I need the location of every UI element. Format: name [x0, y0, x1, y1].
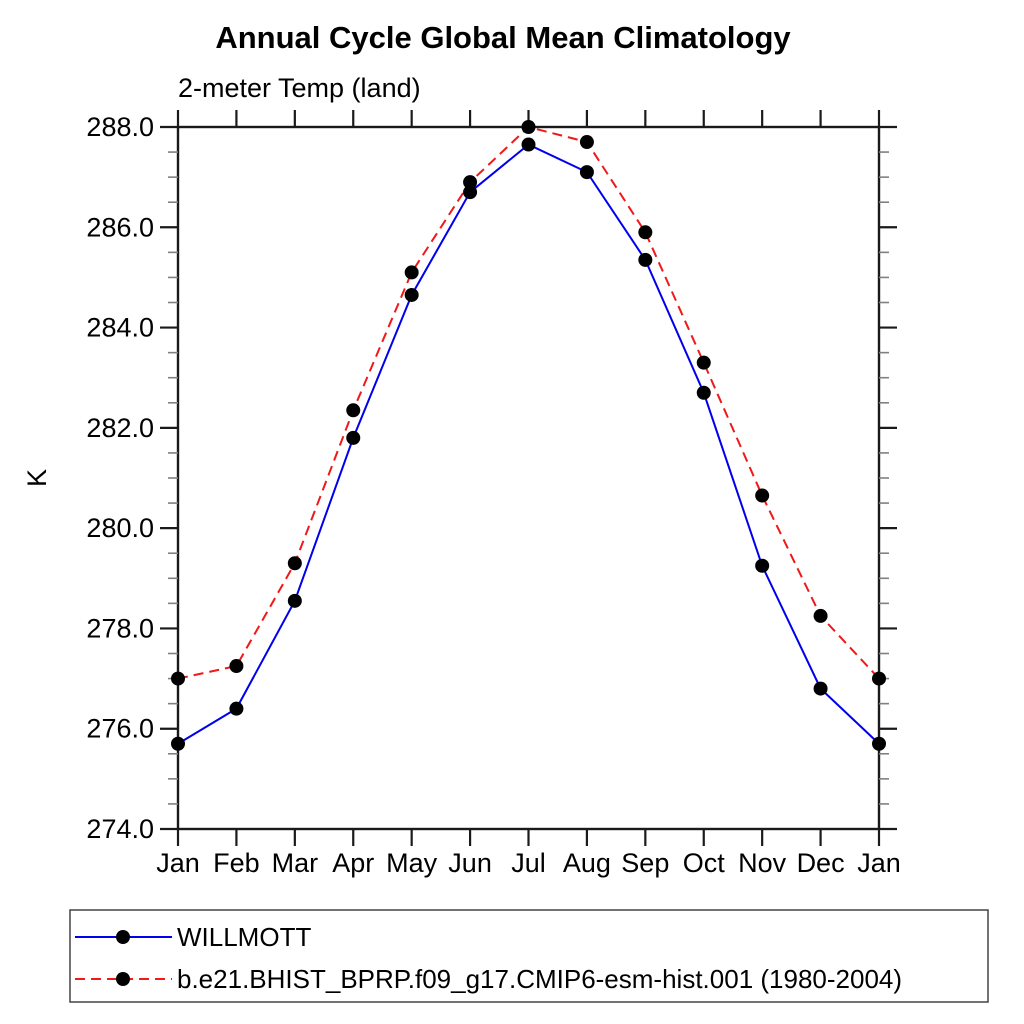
data-point-marker-s0: [813, 681, 828, 696]
data-point-marker-s0: [521, 137, 536, 152]
legend-sample-marker: [116, 972, 130, 986]
y-tick-label: 278.0: [86, 613, 154, 643]
data-point-marker-s1: [346, 403, 361, 418]
data-point-marker-s0: [872, 736, 886, 751]
data-point-marker-s1: [813, 608, 828, 623]
data-point-marker-s0: [696, 385, 711, 400]
x-tick-label: Dec: [797, 848, 845, 878]
y-tick-label: 280.0: [86, 513, 154, 543]
data-point-marker-s0: [404, 287, 419, 302]
x-tick-label: Aug: [563, 848, 611, 878]
y-axis-title: K: [22, 469, 52, 487]
data-point-marker-s1: [287, 556, 302, 571]
data-point-marker-s0: [229, 701, 244, 716]
x-tick-label: Jan: [857, 848, 901, 878]
x-tick-label: Sep: [621, 848, 669, 878]
x-tick-label: Mar: [272, 848, 319, 878]
data-point-marker-s1: [463, 175, 478, 190]
data-point-marker-s1: [696, 355, 711, 370]
y-tick-label: 276.0: [86, 714, 154, 744]
legend-label-willmott: WILLMOTT: [177, 922, 311, 952]
y-tick-label: 286.0: [86, 212, 154, 242]
legend-samples: [75, 930, 172, 986]
x-tick-label: Jun: [448, 848, 492, 878]
y-tick-label: 284.0: [86, 313, 154, 343]
chart-subtitle: 2-meter Temp (land): [178, 73, 421, 103]
x-tick-label: Feb: [213, 848, 260, 878]
x-tick-label: Nov: [738, 848, 787, 878]
data-point-marker-s0: [755, 558, 770, 573]
axis-frame: [176, 125, 881, 831]
data-point-marker-s1: [171, 671, 185, 686]
x-tick-label: Apr: [332, 848, 374, 878]
data-point-marker-s1: [521, 120, 536, 134]
legend-sample-marker: [116, 930, 130, 944]
data-point-marker-s0: [287, 593, 302, 608]
data-point-marker-s1: [404, 265, 419, 280]
plot-area: Jan Feb Mar Apr May Jun Jul Aug Sep Oct Nov Dec Jan2…: [86, 110, 901, 878]
x-tick-label: Jan: [156, 848, 200, 878]
y-tick-label: 274.0: [86, 814, 154, 844]
chart-title: Annual Cycle Global Mean Climatology: [215, 20, 791, 55]
series-line-1: [177, 125, 880, 680]
data-point-marker-s1: [229, 659, 244, 674]
legend-label-model: b.e21.BHIST_BPRP.f09_g17.CMIP6-esm-hist.…: [177, 964, 902, 994]
data-point-marker-s1: [579, 135, 594, 150]
data-point-marker-s1: [755, 488, 770, 503]
y-tick-label: 288.0: [86, 112, 154, 142]
legend-box: [69, 909, 989, 1003]
data-point-marker-s1: [638, 225, 653, 240]
x-tick-label: May: [386, 848, 438, 878]
y-tick-label: 282.0: [86, 413, 154, 443]
data-point-marker-s1: [872, 671, 886, 686]
data-point-marker-s0: [579, 165, 594, 180]
data-point-marker-s0: [171, 736, 185, 751]
x-tick-label: Oct: [683, 848, 726, 878]
data-point-marker-s0: [346, 430, 361, 445]
x-tick-label: Jul: [511, 848, 546, 878]
data-point-marker-s0: [463, 185, 478, 200]
series-line-0: [177, 143, 880, 745]
data-point-marker-s0: [638, 252, 653, 267]
